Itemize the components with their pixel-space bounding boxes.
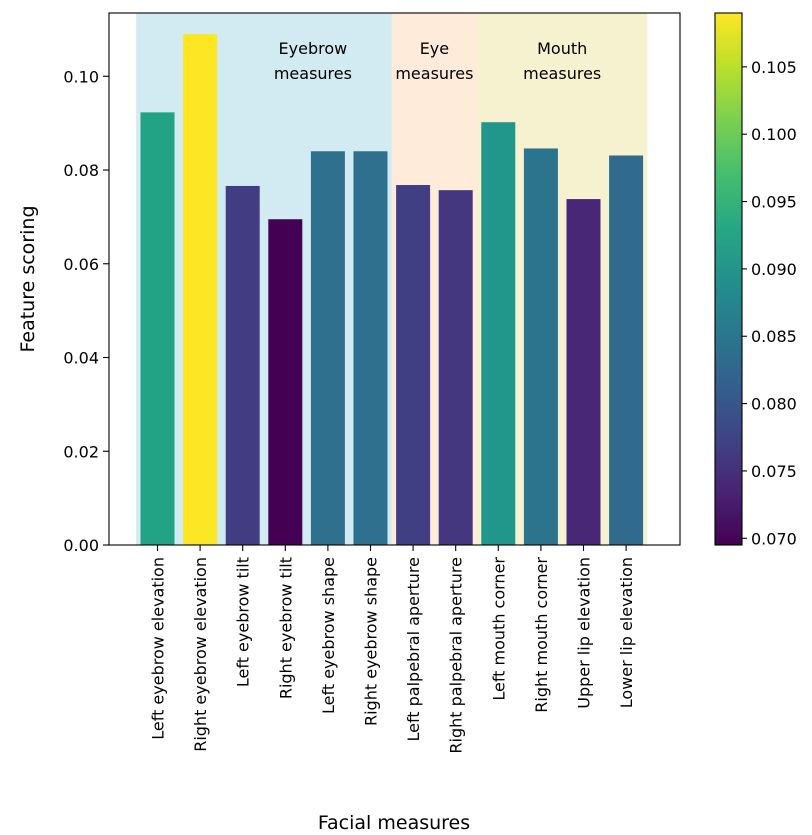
colorbar-tick-label: 0.070 bbox=[751, 529, 797, 548]
x-tick-label: Left eyebrow shape bbox=[319, 557, 338, 714]
x-tick-label: Upper lip elevation bbox=[575, 557, 594, 709]
y-tick-label: 0.08 bbox=[63, 161, 99, 180]
x-tick-label: Lower lip elevation bbox=[617, 557, 636, 708]
colorbar-tick-label: 0.085 bbox=[751, 327, 797, 346]
colorbar-tick-label: 0.075 bbox=[751, 462, 797, 481]
x-tick-label: Right eyebrow tilt bbox=[276, 557, 295, 699]
bar bbox=[140, 112, 175, 545]
bar bbox=[609, 155, 644, 545]
region-labels: Eyebrow measures Eye measures Mouth measures bbox=[274, 39, 601, 83]
region-background bbox=[136, 13, 392, 545]
y-axis: 0.00 0.02 0.04 0.06 0.08 0.10 bbox=[63, 67, 109, 555]
bar bbox=[183, 34, 218, 546]
y-tick-label: 0.04 bbox=[63, 349, 99, 368]
colorbar-tick-label: 0.080 bbox=[751, 395, 797, 414]
colorbar-tick-label: 0.090 bbox=[751, 260, 797, 279]
y-tick-label: 0.06 bbox=[63, 255, 99, 274]
bar bbox=[523, 148, 558, 545]
x-tick-label: Left eyebrow elevation bbox=[149, 557, 168, 740]
bar bbox=[225, 185, 260, 545]
bar bbox=[438, 190, 473, 545]
x-tick-label: Right mouth corner bbox=[532, 557, 551, 713]
bar bbox=[481, 122, 516, 545]
region-label: Mouth bbox=[537, 39, 587, 58]
x-tick-label: Right eyebrow shape bbox=[362, 557, 381, 726]
colorbar-gradient bbox=[714, 12, 743, 546]
y-tick-label: 0.10 bbox=[63, 67, 99, 86]
colorbar-tick-label: 0.095 bbox=[751, 193, 797, 212]
bar bbox=[310, 151, 345, 545]
bar bbox=[268, 219, 303, 545]
x-tick-label: Right eyebrow elevation bbox=[191, 557, 210, 752]
x-axis-label: Facial measures bbox=[318, 812, 470, 834]
x-tick-label: Left palpebral aperture bbox=[404, 557, 423, 742]
colorbar-tick-label: 0.105 bbox=[751, 58, 797, 77]
region-label: measures bbox=[274, 64, 352, 83]
x-tick-label: Right palpebral aperture bbox=[447, 557, 466, 754]
y-tick-label: 0.02 bbox=[63, 442, 99, 461]
region-label: Eye bbox=[420, 39, 449, 58]
colorbar: 0.070 0.075 0.080 0.085 0.090 0.095 0.100 0.105 bbox=[714, 12, 797, 548]
x-tick-label: Left mouth corner bbox=[489, 557, 508, 701]
x-axis: Left eyebrow elevation Right eyebrow elev… bbox=[149, 545, 636, 754]
y-axis-label: Feature scoring bbox=[17, 206, 39, 353]
bar bbox=[396, 185, 431, 545]
plot-frame bbox=[108, 12, 681, 546]
x-tick-label: Left eyebrow tilt bbox=[234, 557, 253, 687]
bars bbox=[140, 34, 644, 546]
region-label: measures bbox=[395, 64, 473, 83]
region-label: Eyebrow bbox=[279, 39, 348, 58]
bar bbox=[566, 199, 601, 545]
region-label: measures bbox=[523, 64, 601, 83]
y-tick-label: 0.00 bbox=[63, 536, 99, 555]
colorbar-tick-label: 0.100 bbox=[751, 125, 797, 144]
bar bbox=[353, 151, 388, 545]
